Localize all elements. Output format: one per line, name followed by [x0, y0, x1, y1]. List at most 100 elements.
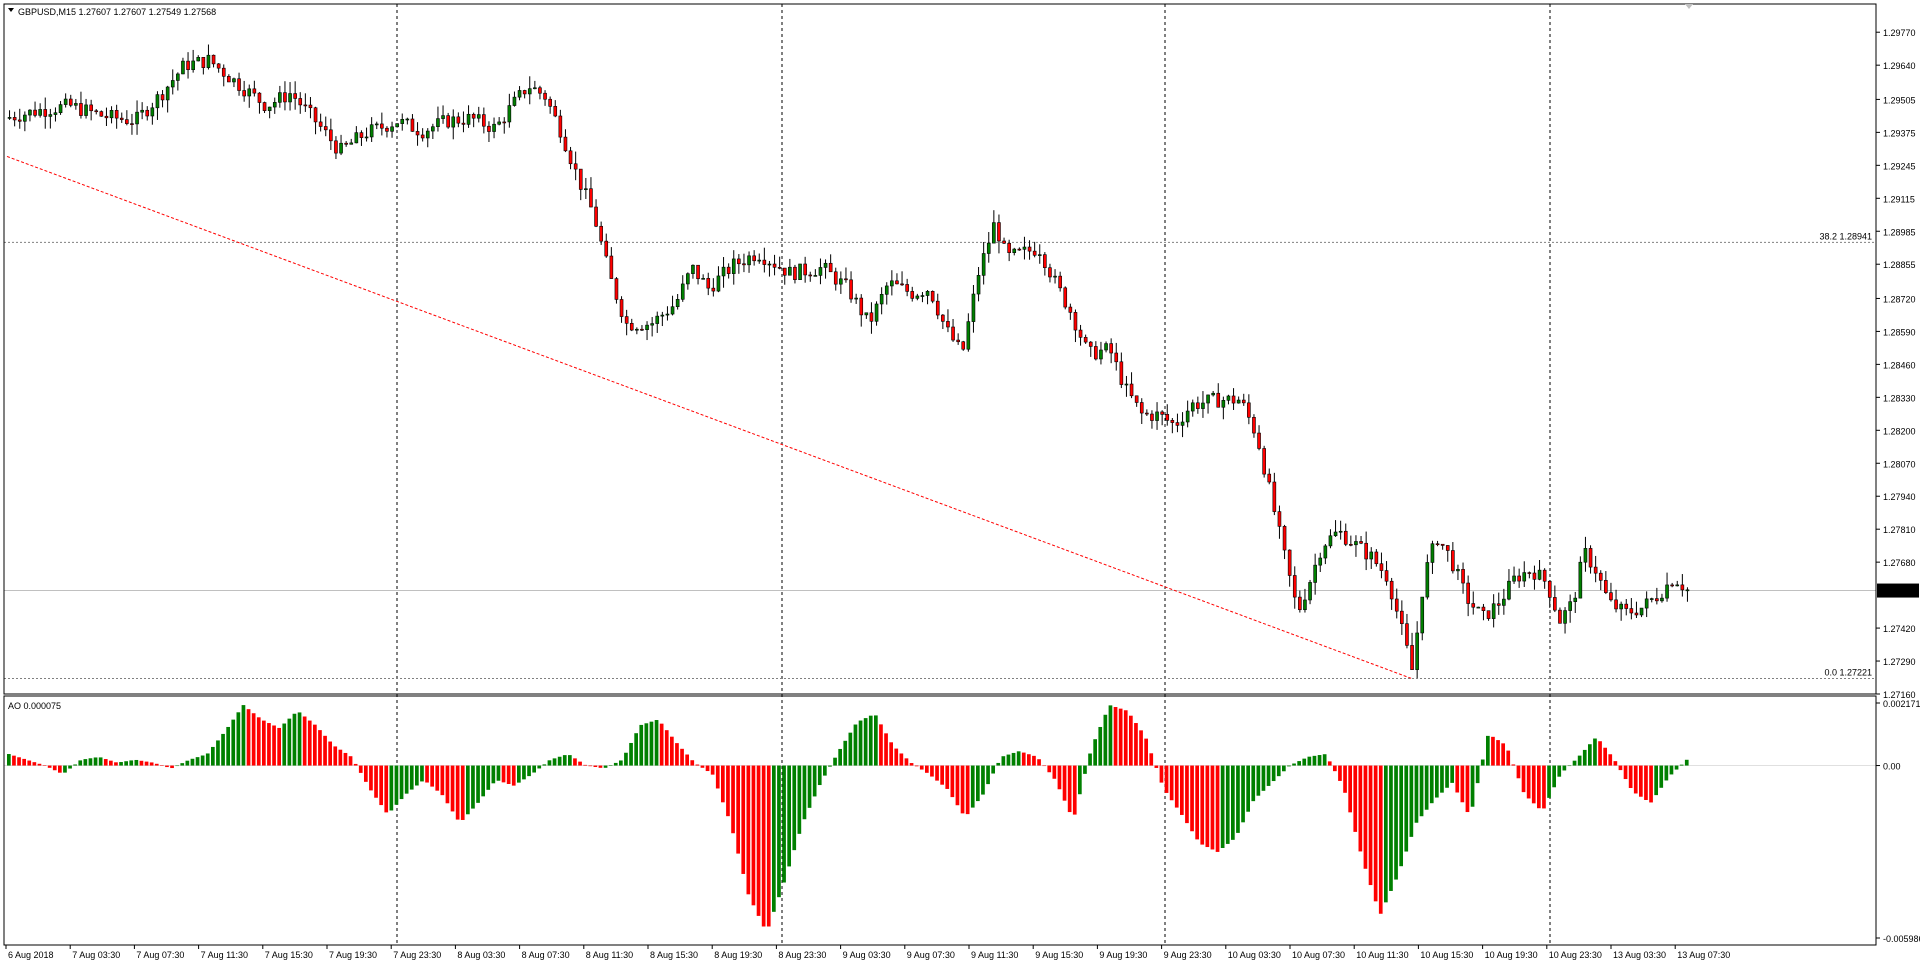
candle-body: [696, 264, 700, 280]
candle-body: [380, 123, 384, 129]
candle-body: [1145, 412, 1149, 415]
ao-bar: [1480, 759, 1485, 766]
ao-bar: [277, 727, 281, 766]
chevron-down-icon[interactable]: [8, 8, 14, 12]
candle-body: [1614, 599, 1618, 610]
candle-body: [272, 102, 277, 108]
candle-body: [1073, 312, 1078, 331]
candle-body: [818, 267, 823, 276]
ao-bar: [302, 716, 307, 766]
candle-body: [1252, 417, 1256, 434]
ao-bar: [787, 765, 791, 867]
ao-bar: [1241, 765, 1245, 823]
ao-bar: [1348, 765, 1352, 813]
ao-bar: [1006, 754, 1011, 766]
ao-bar: [700, 765, 705, 768]
candle-body: [538, 87, 542, 94]
ao-bar: [1623, 765, 1628, 780]
ao-bar: [756, 765, 761, 916]
candle-body: [1094, 346, 1098, 360]
ao-bar: [1011, 752, 1016, 766]
ao-bar: [741, 765, 746, 874]
candle-body: [1629, 608, 1634, 614]
ao-bar: [1445, 765, 1449, 788]
ao-bar: [1215, 765, 1220, 852]
candle-body: [221, 67, 226, 77]
candle-body: [1675, 584, 1680, 587]
ao-bar: [455, 765, 460, 820]
candle-body: [930, 291, 935, 302]
ao-bar: [557, 756, 562, 766]
ao-bar: [608, 765, 613, 766]
ao-bar: [1302, 758, 1307, 766]
ao-bar: [476, 765, 480, 803]
candle-body: [941, 314, 945, 322]
candle-body: [624, 316, 629, 324]
price-tick-label: 1.27420: [1883, 624, 1916, 634]
ao-bar: [180, 763, 185, 766]
ao-bar: [1679, 764, 1684, 766]
candle-body: [1063, 287, 1068, 308]
ao-bar: [578, 761, 582, 766]
ao-bar: [1271, 765, 1276, 782]
ao-bar: [307, 720, 312, 766]
candle-body: [1088, 341, 1093, 347]
ao-bar: [297, 712, 302, 766]
price-tick-label: 1.28200: [1883, 426, 1916, 436]
candle-body: [329, 129, 333, 142]
ao-bar: [664, 730, 669, 766]
candle-body: [1655, 598, 1659, 602]
ao-bar: [715, 765, 720, 789]
ao-bar: [1521, 765, 1526, 793]
current-price-tag: [1877, 583, 1919, 598]
ao-bar: [685, 754, 689, 766]
candle-body: [1343, 530, 1348, 545]
candle-body: [1083, 337, 1088, 343]
candle-body: [130, 123, 134, 125]
chart-shift-marker[interactable]: [1685, 4, 1693, 9]
candle-body: [1160, 411, 1164, 415]
ao-bar: [511, 765, 516, 786]
candle-body: [859, 297, 864, 316]
ao-bar: [63, 765, 67, 773]
candle-body: [89, 104, 93, 112]
ao-bar: [216, 740, 220, 766]
candle-body: [1129, 383, 1134, 397]
ao-bar: [537, 765, 542, 769]
ao-bar: [124, 761, 128, 766]
candle-body: [1298, 596, 1302, 611]
candle-body: [1190, 402, 1195, 412]
time-tick-label: 9 Aug 19:30: [1099, 950, 1147, 960]
ao-bar: [1496, 740, 1500, 766]
trend-line[interactable]: [6, 155, 1412, 680]
candle-body: [640, 328, 644, 331]
candle-body: [1068, 306, 1073, 313]
ao-bar: [348, 756, 353, 766]
ao-bar: [430, 765, 434, 787]
ao-bar: [425, 765, 429, 783]
candle-body: [160, 94, 165, 101]
candle-body: [604, 240, 609, 257]
candle-body: [1323, 545, 1328, 559]
candle-body: [1374, 551, 1379, 565]
time-tick-label: 10 Aug 11:30: [1356, 950, 1408, 960]
candle-body: [74, 103, 78, 106]
ao-bar: [1460, 765, 1465, 803]
fib-trendline[interactable]: [6, 155, 1412, 680]
ao-bar: [1078, 765, 1082, 795]
candle-body: [1226, 395, 1231, 401]
candle-body: [1496, 603, 1501, 606]
price-tick-label: 1.28330: [1883, 393, 1916, 403]
candle-body: [1359, 541, 1363, 544]
candle-body: [1624, 603, 1629, 609]
candle-body: [1634, 612, 1639, 616]
ao-bar: [996, 762, 1001, 766]
ao-bar: [160, 765, 164, 766]
candle-body: [1303, 599, 1307, 611]
candle-body: [1206, 394, 1210, 404]
ao-bar: [909, 763, 914, 766]
candle-body: [466, 113, 471, 125]
candle-body: [1660, 597, 1664, 602]
